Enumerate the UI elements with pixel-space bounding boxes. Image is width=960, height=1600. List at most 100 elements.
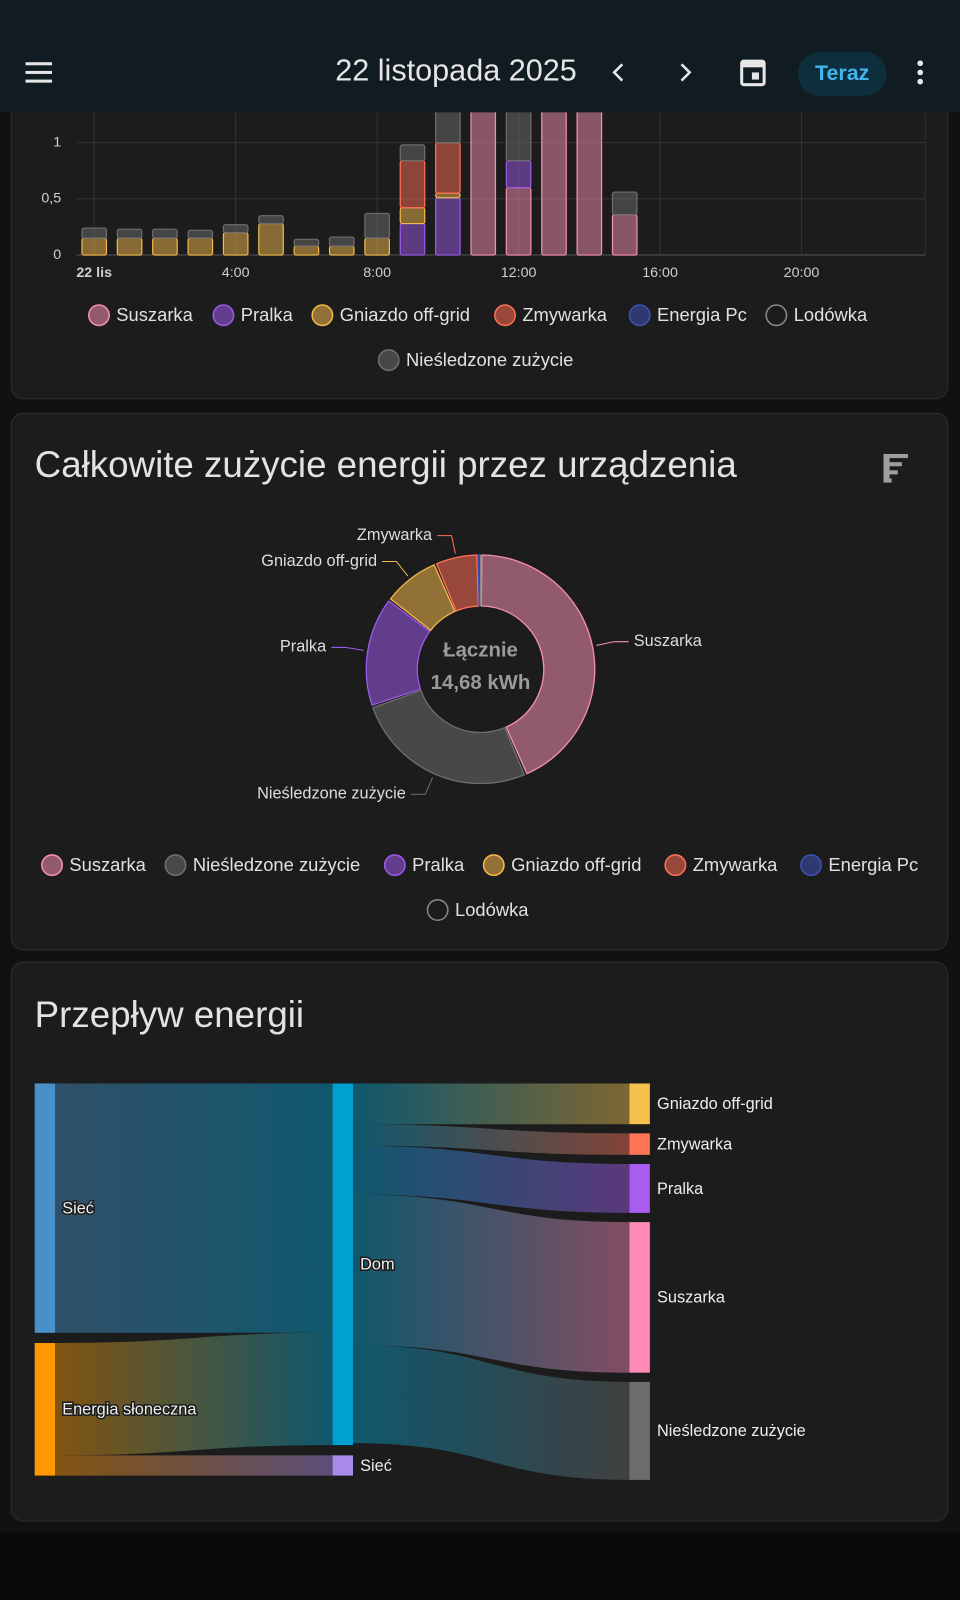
flow-node [34, 1083, 56, 1333]
bar-segment [187, 237, 214, 256]
bar-segment [116, 237, 143, 256]
icon-part [883, 453, 890, 483]
donut-center-label: Łącznie [443, 639, 518, 661]
x-tick-label: 12:00 [501, 265, 537, 281]
legend-item[interactable]: Zmywarka [494, 304, 608, 327]
leader-line [410, 777, 434, 795]
bar-segment [470, 112, 497, 256]
legend-label: Gniazdo off-grid [511, 854, 641, 875]
bar-segment [611, 213, 638, 256]
legend-label: Gniazdo off-grid [340, 304, 470, 325]
x-tick-label: 8:00 [363, 265, 391, 281]
legend-item[interactable]: Suszarka [41, 854, 147, 877]
bar-segment [576, 112, 603, 256]
more-button[interactable] [917, 60, 924, 85]
legend-swatch [311, 304, 334, 327]
top-bar-bg [0, 0, 960, 113]
flow-link [55, 1083, 333, 1333]
donut-slice [435, 554, 480, 612]
flow-link [352, 1124, 630, 1155]
bar-segment [399, 207, 426, 225]
legend-item[interactable]: Zmywarka [664, 854, 778, 877]
node-label: Nieśledzone zużycie [657, 1422, 806, 1440]
date-title: 22 listopada 2025 [335, 54, 577, 88]
legend-swatch [800, 854, 823, 877]
top-bar: 22 listopada 2025 Teraz [0, 0, 960, 113]
calendar-button[interactable] [740, 59, 766, 87]
legend-swatch [426, 899, 449, 921]
legend-item[interactable]: Pralka [212, 304, 294, 327]
icon-part [883, 478, 892, 483]
now-button[interactable] [797, 52, 887, 96]
y-tick-label: 0 [53, 247, 61, 263]
x-tick-label: 20:00 [784, 265, 820, 281]
legend-swatch [164, 854, 187, 877]
flow-link [352, 1345, 630, 1480]
bar-segment [222, 231, 249, 256]
leader-line [382, 560, 409, 577]
node-label: Sieć [62, 1199, 94, 1217]
x-tick-label: 22 lis [76, 265, 112, 281]
legend-label: Pralka [412, 854, 465, 875]
legend-swatch [765, 304, 788, 327]
donut-slice [480, 554, 596, 775]
legend: Suszarka Pralka Gniazdo off-grid Zmywarka En… [87, 304, 868, 372]
flow-link [352, 1083, 630, 1125]
menu-button[interactable] [25, 62, 53, 83]
legend-label: Nieśledzone zużycie [193, 854, 360, 875]
bar-segment [81, 237, 108, 256]
donut-chart: Suszarka Nieśledzone zużycie Pralka Gniazdo… [257, 526, 703, 803]
legend-item[interactable]: Pralka [383, 854, 465, 877]
icon-part [25, 70, 53, 74]
bar-segment [258, 222, 284, 256]
bar-segment [399, 222, 426, 256]
flow-node [332, 1455, 353, 1476]
bar-segment [187, 229, 214, 239]
bar-segment [364, 237, 390, 256]
prev-button[interactable] [612, 63, 624, 82]
legend-item[interactable]: Nieśledzone zużycie [377, 349, 573, 372]
bar-segment [328, 236, 355, 247]
donut-center-value: 14,68 kWh [431, 672, 531, 694]
legend-item[interactable]: Energia Pc [800, 854, 918, 877]
sort-icon[interactable] [883, 453, 908, 483]
legend-item[interactable]: Gniazdo off-grid [482, 854, 642, 877]
legend-item[interactable]: Suszarka [87, 304, 194, 327]
flow-node [629, 1222, 650, 1373]
legend-swatch [482, 854, 505, 877]
legend-item[interactable]: Lodówka [765, 304, 868, 327]
bar-segment [258, 215, 284, 225]
bar-segment [505, 186, 532, 256]
legend-item[interactable]: Gniazdo off-grid [311, 304, 470, 327]
flow-link [352, 1194, 630, 1373]
icon-part [917, 60, 924, 67]
bar-segment [364, 212, 390, 239]
bar-segment [399, 144, 426, 162]
legend-item[interactable]: Lodówka [426, 899, 529, 921]
legend-label: Lodówka [455, 899, 529, 920]
bar-segment [293, 238, 320, 247]
y-tick-label: 1 [53, 134, 61, 150]
legend-swatch [383, 854, 406, 877]
bar-segment [505, 159, 532, 189]
flow-link [55, 1332, 333, 1456]
card-title: Całkowite zużycie energii przez urządzen… [35, 444, 738, 485]
slice-label: Gniazdo off-grid [261, 552, 377, 570]
node-label: Suszarka [657, 1289, 726, 1307]
legend-label: Pralka [241, 304, 294, 325]
slice-label: Pralka [280, 638, 327, 656]
legend-item[interactable]: Nieśledzone zużycie [164, 854, 360, 877]
icon-part [25, 79, 53, 83]
bar-segment [435, 141, 461, 194]
bar-segment [328, 245, 355, 256]
flow-link [352, 1145, 630, 1213]
bar-segment [152, 237, 178, 256]
legend-swatch [664, 854, 687, 877]
y-tick-label: 0,5 [41, 191, 61, 207]
leader-line [596, 641, 629, 646]
legend-item[interactable]: Energia Pc [628, 304, 747, 327]
legend-label: Energia Pc [828, 854, 918, 875]
flow-node [629, 1164, 650, 1213]
next-button[interactable] [680, 63, 692, 82]
legend-label: Lodówka [794, 304, 868, 325]
